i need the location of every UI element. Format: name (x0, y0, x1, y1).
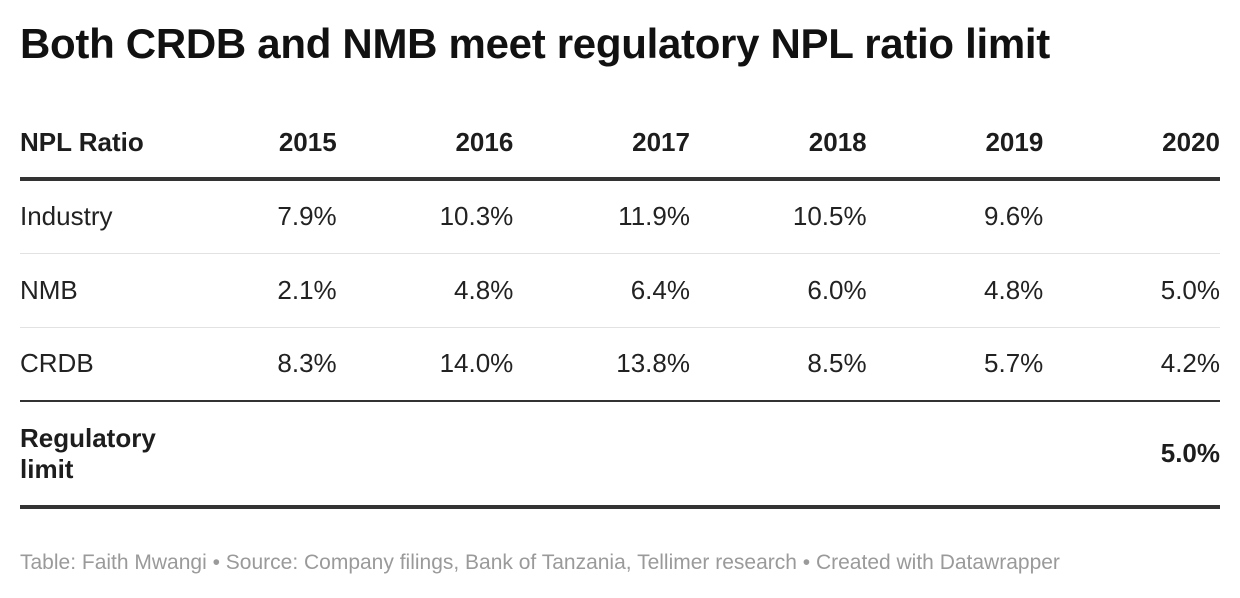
table-cell: 6.0% (689, 253, 867, 328)
npl-ratio-table: NPL Ratio 2015 2016 2017 2018 2019 2020 … (20, 107, 1220, 509)
table-cell (866, 401, 1044, 509)
table-cell: 4.8% (336, 253, 514, 328)
table-cell: 6.4% (513, 253, 690, 328)
table-cell: 13.8% (513, 327, 690, 402)
column-header: 2020 (1043, 107, 1220, 181)
table-cell (689, 401, 867, 509)
row-label: CRDB (20, 327, 160, 402)
table-cell: 5.7% (866, 327, 1044, 402)
table-cell: 10.5% (689, 179, 867, 254)
table-cell (160, 401, 337, 509)
column-header: 2015 (160, 107, 337, 181)
table-cell: 5.0% (1043, 253, 1220, 328)
regulatory-limit-row: Regulatory limit 5.0% (20, 401, 1220, 509)
table-cell: 11.9% (513, 179, 690, 254)
row-label: Industry (20, 179, 160, 254)
row-label: NMB (20, 253, 160, 328)
row-label: Regulatory limit (20, 401, 160, 509)
column-header: 2016 (336, 107, 514, 181)
table-cell: 14.0% (336, 327, 514, 402)
column-header: 2019 (866, 107, 1044, 181)
table-cell: 4.8% (866, 253, 1044, 328)
source-footer: Table: Faith Mwangi • Source: Company fi… (20, 551, 1060, 574)
table-cell: 9.6% (866, 179, 1044, 254)
table-row: CRDB 8.3% 14.0% 13.8% 8.5% 5.7% 4.2% (20, 327, 1220, 402)
table-cell: 5.0% (1043, 401, 1220, 509)
column-header: 2017 (513, 107, 690, 181)
table-cell: 8.3% (160, 327, 337, 402)
table-cell (513, 401, 690, 509)
column-header: NPL Ratio (20, 107, 160, 181)
table-header-row: NPL Ratio 2015 2016 2017 2018 2019 2020 (20, 107, 1220, 181)
table-cell: 8.5% (689, 327, 867, 402)
table-cell: 7.9% (160, 179, 337, 254)
table-row: Industry 7.9% 10.3% 11.9% 10.5% 9.6% (20, 179, 1220, 254)
table-cell (1043, 179, 1220, 254)
chart-title: Both CRDB and NMB meet regulatory NPL ra… (20, 20, 1050, 67)
table-cell: 4.2% (1043, 327, 1220, 402)
table-row: NMB 2.1% 4.8% 6.4% 6.0% 4.8% 5.0% (20, 253, 1220, 328)
table-cell (336, 401, 514, 509)
column-header: 2018 (689, 107, 867, 181)
table-cell: 2.1% (160, 253, 337, 328)
table-cell: 10.3% (336, 179, 514, 254)
